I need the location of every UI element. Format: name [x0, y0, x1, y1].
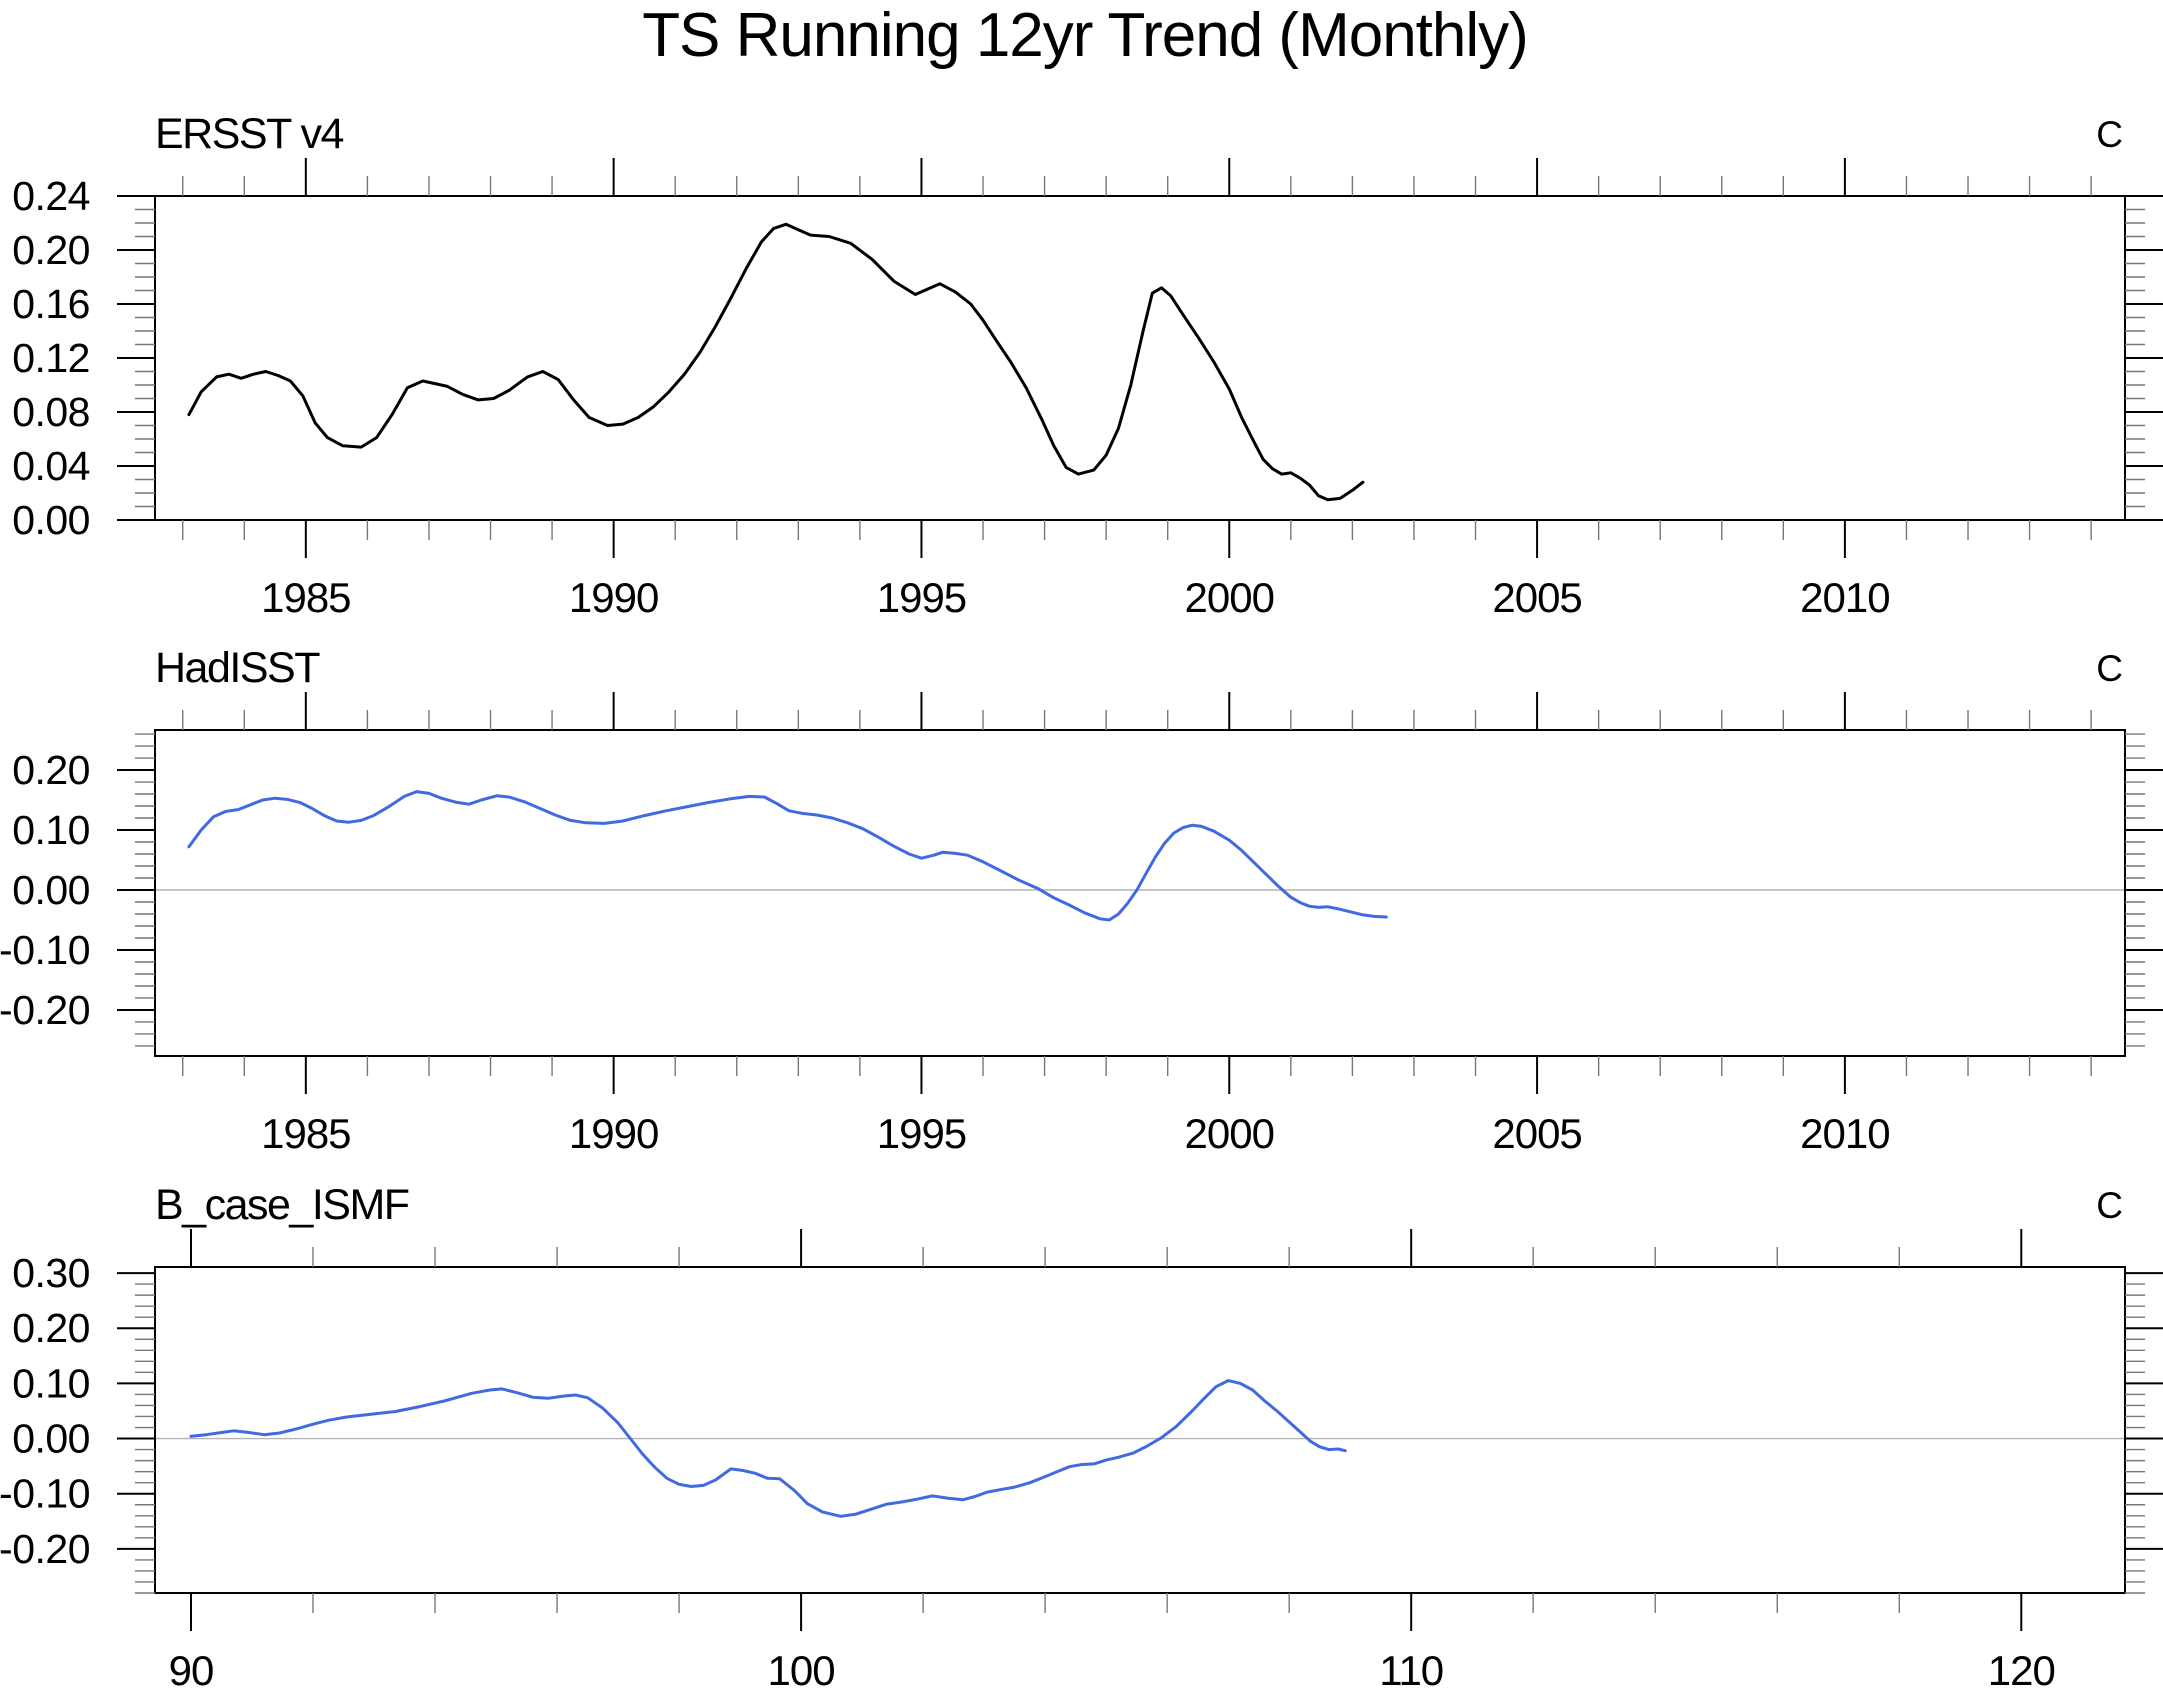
x-tick-label: 100: [768, 1647, 835, 1693]
x-tick-label: 2000: [1185, 574, 1274, 621]
data-line: [187, 790, 1388, 922]
panel-1-unit-label: C: [2096, 114, 2123, 155]
y-tick-label: 0.12: [12, 335, 90, 381]
y-tick-label: 0.20: [12, 1305, 90, 1351]
x-tick-label: 1985: [261, 574, 350, 621]
x-tick-label: 1985: [261, 1110, 350, 1157]
y-tick-label: 0.10: [12, 1360, 90, 1406]
data-line: [189, 1379, 1347, 1518]
y-tick-label: -0.10: [0, 1471, 90, 1517]
plot-box: [154, 1266, 2126, 1594]
x-tick-label: 90: [169, 1647, 214, 1693]
x-tick-label: 2005: [1492, 1110, 1581, 1157]
y-tick-label: -0.20: [0, 1526, 90, 1572]
panel-2-title: HadISST: [155, 644, 320, 692]
x-tick-label: 120: [1988, 1647, 2055, 1693]
panel-3: 90 100 110 120 -0.20 -0.10 0.00 0.10 0.20 0.30: [0, 1229, 2163, 1693]
y-tick-label: 0.00: [12, 497, 90, 543]
x-tick-label: 2010: [1800, 574, 1889, 621]
y-tick-label: 0.20: [12, 227, 90, 273]
plot-box: [154, 195, 2126, 521]
y-tick-label: 0.10: [12, 807, 90, 853]
y-tick-label: 0.24: [12, 173, 90, 219]
y-tick-label: -0.20: [0, 987, 90, 1033]
y-tick-label: 0.16: [12, 281, 90, 327]
x-tick-label: 2010: [1800, 1110, 1889, 1157]
x-tick-label: 2005: [1492, 574, 1581, 621]
data-line: [187, 222, 1365, 502]
y-tick-label: 0.08: [12, 389, 90, 435]
panel-2: 1985 1990 1995 2000 2005 2010 -0.20 -0.10 0.00 0.…: [0, 692, 2163, 1157]
x-tick-label: 1995: [877, 1110, 966, 1157]
panel-1-title: ERSST v4: [155, 110, 344, 158]
y-tick-label: -0.10: [0, 927, 90, 973]
y-tick-label: 0.20: [12, 747, 90, 793]
x-tick-label: 1990: [569, 1110, 658, 1157]
x-tick-label: 1990: [569, 574, 658, 621]
plot-box: [154, 729, 2126, 1057]
y-tick-label: 0.30: [12, 1250, 90, 1296]
y-tick-label: 0.00: [12, 1416, 90, 1462]
x-tick-label: 1995: [877, 574, 966, 621]
panel-3-unit-label: C: [2096, 1185, 2123, 1226]
panel-2-unit-label: C: [2096, 648, 2123, 689]
x-tick-label: 2000: [1185, 1110, 1274, 1157]
panel-1: 1985 1990 1995 2000 2005 2010 0.00 0.04 0.08 0.12…: [12, 158, 2163, 621]
figure-title: TS Running 12yr Trend (Monthly): [642, 1, 1528, 70]
y-tick-label: 0.04: [12, 443, 90, 489]
y-tick-label: 0.00: [12, 867, 90, 913]
x-tick-label: 110: [1379, 1647, 1443, 1693]
panel-3-title: B_case_ISMF: [155, 1181, 409, 1229]
